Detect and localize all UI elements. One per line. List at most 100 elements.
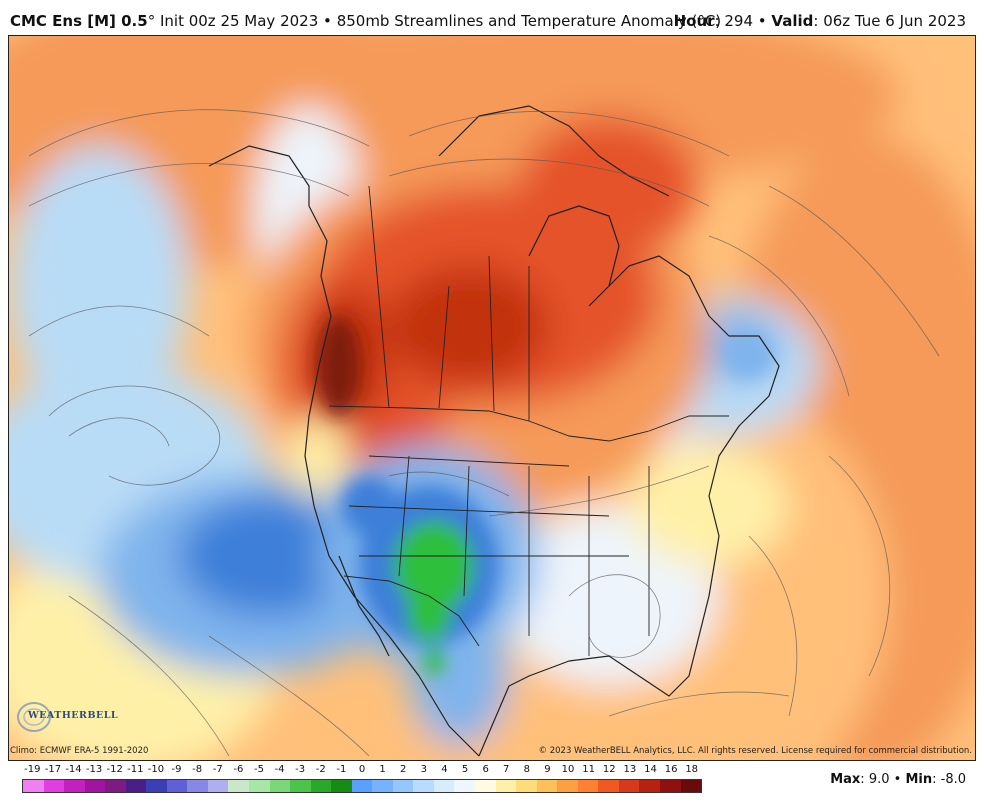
scale-swatch <box>413 780 434 792</box>
scale-swatch <box>577 780 599 792</box>
scale-swatch <box>618 780 640 792</box>
scale-tick-label: 2 <box>400 764 407 775</box>
political-borders <box>328 185 729 656</box>
max-min-readout: Max: 9.0 • Min: -8.0 <box>830 772 966 787</box>
scale-swatch <box>249 780 270 792</box>
valid-time-info: Hour: 294 • Valid: 06z Tue 6 Jun 2023 <box>673 12 966 30</box>
scale-tick-label: 10 <box>561 764 575 775</box>
scale-swatch <box>433 780 455 792</box>
scale-tick-label: 6 <box>482 764 489 775</box>
scale-tick-label: 12 <box>602 764 616 775</box>
hour-value: 294 <box>724 12 753 30</box>
us-mexico-border <box>343 575 480 647</box>
valid-value: 06z Tue 6 Jun 2023 <box>823 12 966 30</box>
scale-tick-label: -13 <box>85 764 103 775</box>
scale-swatch <box>125 780 147 792</box>
scale-tick-label: 18 <box>685 764 699 775</box>
scale-tick-label: -3 <box>295 764 306 775</box>
max-value: 9.0 <box>868 772 890 787</box>
scale-tick-label: -1 <box>336 764 347 775</box>
us-canada-border <box>328 405 729 442</box>
scale-swatch <box>290 780 311 792</box>
scale-swatch <box>43 780 65 792</box>
west-coast-line <box>304 205 480 757</box>
color-scale: -19 -17 -14 -13 -12 -11 -10 -9 -8 -7 -6 -5 -4 -3 -2 -1 0… <box>22 764 702 804</box>
init-time: Init 00z 25 May 2023 <box>159 12 319 30</box>
alaska-line <box>208 145 310 206</box>
map-canvas <box>9 36 975 760</box>
scale-tick-label: -11 <box>127 764 144 775</box>
scale-tick-label: -9 <box>171 764 182 775</box>
climo-note: Climo: ECMWF ERA-5 1991-2020 <box>10 746 149 756</box>
scale-swatch <box>269 780 291 792</box>
title-bullet: • <box>323 12 332 30</box>
copyright-note: © 2023 WeatherBELL Analytics, LLC. All r… <box>538 746 972 756</box>
min-label: Min <box>905 772 933 787</box>
hour-label: Hour <box>673 12 715 30</box>
scale-swatch <box>310 780 332 792</box>
scale-swatch <box>166 780 188 792</box>
scale-swatch <box>536 780 558 792</box>
east-coast-line <box>588 255 780 537</box>
scale-tick-label: 3 <box>420 764 427 775</box>
scale-swatch <box>516 780 537 792</box>
model-name: CMC Ens [M] 0.5 <box>10 12 148 30</box>
scale-tick-label: -19 <box>24 764 41 775</box>
scale-swatch <box>680 780 702 792</box>
canada-province-lines <box>368 185 530 421</box>
scale-tick-label: 16 <box>664 764 678 775</box>
scale-swatch <box>146 780 167 792</box>
us-state-lines <box>348 455 650 656</box>
scale-tick-label: -8 <box>192 764 203 775</box>
valid-label: Valid <box>771 12 814 30</box>
scale-swatch <box>495 780 517 792</box>
scale-tick-label: 8 <box>523 764 531 775</box>
scale-swatch <box>23 780 44 792</box>
scale-tick-label: -7 <box>212 764 223 775</box>
scale-swatch <box>84 780 106 792</box>
scale-swatch <box>475 780 496 792</box>
scale-swatch <box>351 780 373 792</box>
max-label: Max <box>830 772 861 787</box>
scale-tick-label: 5 <box>461 764 469 775</box>
scale-tick-label: 0 <box>358 764 366 775</box>
hudson-bay-line <box>528 205 620 287</box>
scale-swatch <box>598 780 619 792</box>
scale-swatch <box>639 780 660 792</box>
scale-swatch <box>187 780 208 792</box>
scale-tick-label: -2 <box>315 764 326 775</box>
scale-tick-label: 14 <box>644 764 657 775</box>
scale-tick-label: -14 <box>65 764 82 775</box>
scale-swatch <box>659 780 681 792</box>
min-value: -8.0 <box>940 772 966 787</box>
degree-symbol: ° <box>147 12 156 30</box>
scale-tick-label: -10 <box>147 764 165 775</box>
scale-swatch <box>105 780 126 792</box>
scale-labels: -19 -17 -14 -13 -12 -11 -10 -9 -8 -7 -6 -5 -4 -3 -2 -1 0… <box>22 764 702 778</box>
scale-swatch <box>64 780 85 792</box>
scale-tick-label: 13 <box>623 764 637 775</box>
header-bar: CMC Ens [M] 0.5° Init 00z 25 May 2023 • … <box>0 0 984 34</box>
scale-swatch <box>207 780 229 792</box>
scale-tick-label: 4 <box>441 764 448 775</box>
logo-text: WEATHERBELL <box>28 710 119 721</box>
gulf-coast-line <box>478 535 720 757</box>
scale-swatch <box>372 780 393 792</box>
valid-bullet: • <box>757 12 767 30</box>
field-name: 850mb Streamlines and Temperature Anomal… <box>336 12 722 30</box>
scale-tick-label: 9 <box>544 764 551 775</box>
scale-tick-label: -6 <box>233 764 244 775</box>
anomaly-map <box>8 35 976 761</box>
streamlines <box>28 109 940 757</box>
scale-bar <box>22 779 702 793</box>
scale-tick-label: -5 <box>253 764 264 775</box>
scale-tick-label: -17 <box>44 764 62 775</box>
temperature-anomaly-field <box>9 36 975 760</box>
scale-swatch <box>392 780 414 792</box>
anomaly-detail-field <box>317 316 773 675</box>
scale-tick-label: 11 <box>582 764 596 775</box>
map-title: CMC Ens [M] 0.5° Init 00z 25 May 2023 • … <box>10 12 721 30</box>
maxmin-bullet: • <box>893 772 902 787</box>
scale-tick-label: 7 <box>503 764 510 775</box>
scale-swatch <box>228 780 250 792</box>
